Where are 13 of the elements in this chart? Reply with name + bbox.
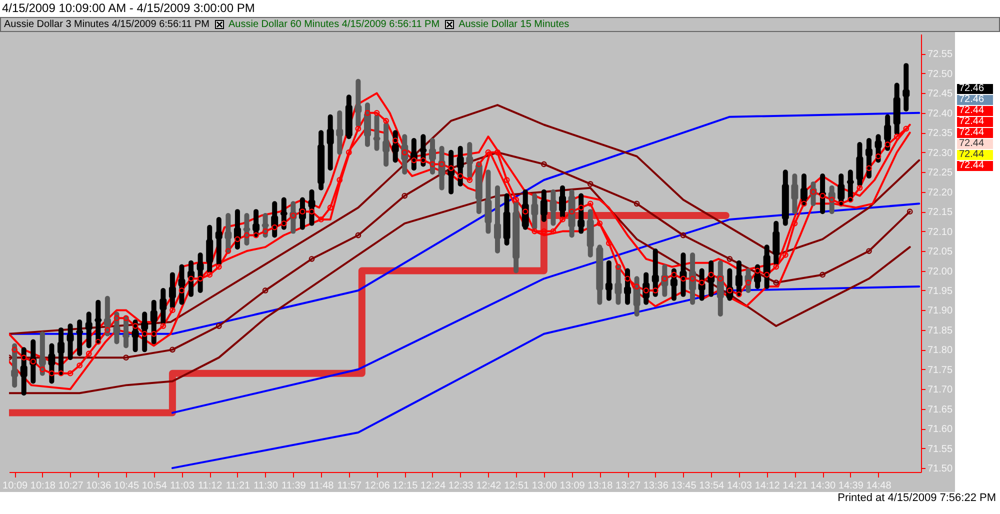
text: 72.44 [957,116,993,127]
text: Aussie Dollar 60 Minutes 4/15/2009 6:56:11 PM [228,19,440,30]
text: 72.44 [957,160,993,171]
chart-title: 4/15/2009 10:09:00 AM - 4/15/2009 3:00:00 PM [1,0,256,17]
text: 72.44 [957,127,993,138]
text: 72.46 [957,94,993,105]
text: 72.44 [957,105,993,116]
text: Aussie Dollar 15 Minutes [458,19,570,30]
chart-subtitle: Aussie Dollar 3 Minutes 4/15/2009 6:56:11 PM [4,19,210,30]
text: 72.44 [957,149,993,160]
text: 72.46 [957,83,993,94]
text: 72.44 [957,138,993,149]
text: Printed at 4/15/2009 7:56:22 PM [836,492,997,504]
